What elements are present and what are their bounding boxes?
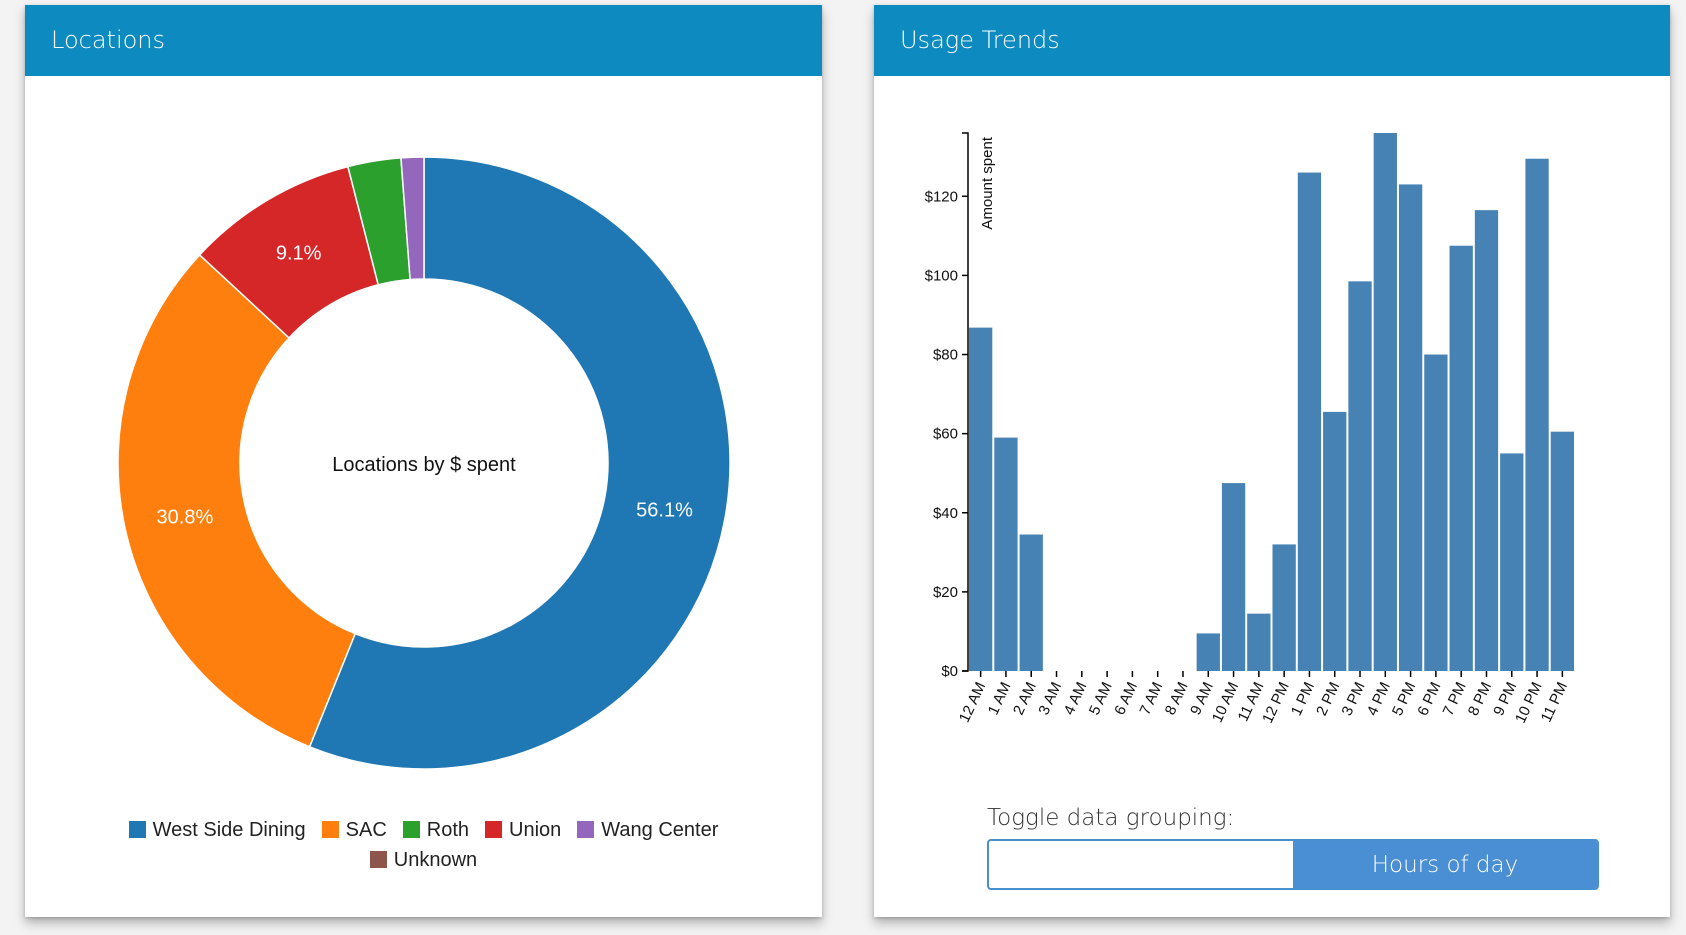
x-tick-label: 5 PM: [1389, 680, 1419, 719]
legend-label: SAC: [345, 819, 387, 841]
legend-label: Unknown: [393, 849, 478, 871]
bar-7-pm: [1449, 245, 1473, 671]
legend-item-union: Union: [485, 815, 561, 845]
x-tick-label: 4 PM: [1364, 680, 1394, 719]
legend-label: Roth: [426, 819, 470, 841]
donut-legend: West Side Dining SAC Roth Union Wang Center U…: [65, 815, 782, 875]
x-tick-label: 1 PM: [1288, 680, 1318, 719]
bar-5-pm: [1398, 184, 1423, 672]
donut-data-label-union: 9.1%: [276, 243, 322, 265]
bar-9-pm: [1500, 453, 1524, 671]
bar-10-pm: [1525, 158, 1549, 671]
legend-swatch: [577, 821, 595, 838]
donut-slice-west-side-dining: [308, 156, 731, 770]
legend-swatch: [402, 821, 420, 838]
x-tick-label: 7 PM: [1440, 680, 1470, 719]
bar-10-am: [1221, 483, 1246, 671]
x-tick-label: 3 PM: [1338, 680, 1368, 719]
bar-4-pm: [1373, 133, 1397, 671]
toggle-option-hours-of-day[interactable]: Hours of day: [1293, 841, 1597, 888]
toggle-label: Toggle data grouping:: [987, 805, 1235, 831]
donut-data-label-west-side-dining: 56.1%: [636, 500, 693, 522]
y-axis-line: [962, 132, 969, 672]
y-tick-label: $100: [925, 267, 958, 284]
y-tick-label: $80: [933, 347, 958, 364]
legend-item-wang-center: Wang Center: [577, 815, 718, 845]
x-tick-label: 3 AM: [1035, 680, 1065, 718]
usage-trends-panel: Usage Trends $0 $20 $40 $60 $80 $100 $120 12 AM…: [874, 5, 1670, 917]
bar-12-am: [969, 327, 993, 671]
legend-item-west-side-dining: West Side Dining: [128, 815, 306, 845]
donut-data-label-sac: 30.8%: [157, 506, 214, 528]
donut-center-label: Locations by $ spent: [332, 454, 516, 476]
x-tick-label: 4 AM: [1061, 680, 1091, 718]
legend-item-unknown: Unknown: [369, 845, 478, 875]
bar-8-pm: [1474, 210, 1499, 671]
legend-label: Union: [509, 819, 562, 841]
locations-panel-title: Locations: [25, 5, 822, 76]
x-tick-label: 7 AM: [1136, 680, 1166, 718]
x-tick-label: 5 AM: [1086, 680, 1116, 718]
legend-swatch: [369, 851, 387, 868]
x-tick-label: 8 AM: [1162, 680, 1192, 718]
x-tick-label: 2 PM: [1313, 680, 1343, 719]
bar-1-am: [994, 437, 1018, 671]
y-tick-label: $40: [933, 505, 958, 522]
donut-slice-sac: [117, 253, 357, 748]
x-tick-label: 1 AM: [985, 680, 1015, 718]
legend-swatch: [128, 821, 146, 838]
usage-panel-title: Usage Trends: [874, 5, 1670, 76]
bar-9-am: [1196, 633, 1220, 671]
data-grouping-toggle[interactable]: Hours of day: [987, 839, 1599, 890]
bar-11-pm: [1550, 431, 1574, 671]
legend-item-roth: Roth: [402, 815, 470, 845]
bar-1-pm: [1297, 172, 1322, 671]
bar-2-am: [1019, 534, 1043, 671]
y-axis-label: Amount spent: [979, 136, 996, 229]
legend-swatch: [321, 821, 339, 838]
x-tick-label: 6 AM: [1111, 680, 1141, 718]
legend-label: West Side Dining: [152, 819, 306, 841]
x-tick-label: 2 AM: [1010, 680, 1040, 718]
y-tick-label: $60: [933, 426, 958, 443]
y-tick-label: $0: [941, 663, 958, 680]
bar-6-pm: [1424, 354, 1448, 671]
donut-slice-wang-center: [400, 156, 425, 281]
x-tick-label: 8 PM: [1465, 680, 1495, 719]
x-tick-label: 12 AM: [956, 680, 989, 726]
legend-swatch: [485, 821, 503, 838]
toggle-option-empty[interactable]: [989, 841, 1293, 888]
locations-donut-chart: 56.1% 30.8% 9.1% Locations by $ spent: [117, 156, 731, 770]
y-tick-label: $120: [925, 188, 958, 205]
legend-label: Wang Center: [601, 819, 719, 841]
bar-2-pm: [1323, 411, 1347, 671]
legend-item-sac: SAC: [321, 815, 387, 845]
locations-panel: Locations 56.1% 30.8% 9.1% Locations by $ …: [25, 5, 822, 917]
bar-11-am: [1247, 613, 1271, 671]
x-tick-label: 6 PM: [1414, 680, 1444, 719]
y-tick-label: $20: [933, 584, 958, 601]
bar-12-pm: [1272, 544, 1296, 671]
bar-3-pm: [1348, 281, 1372, 671]
